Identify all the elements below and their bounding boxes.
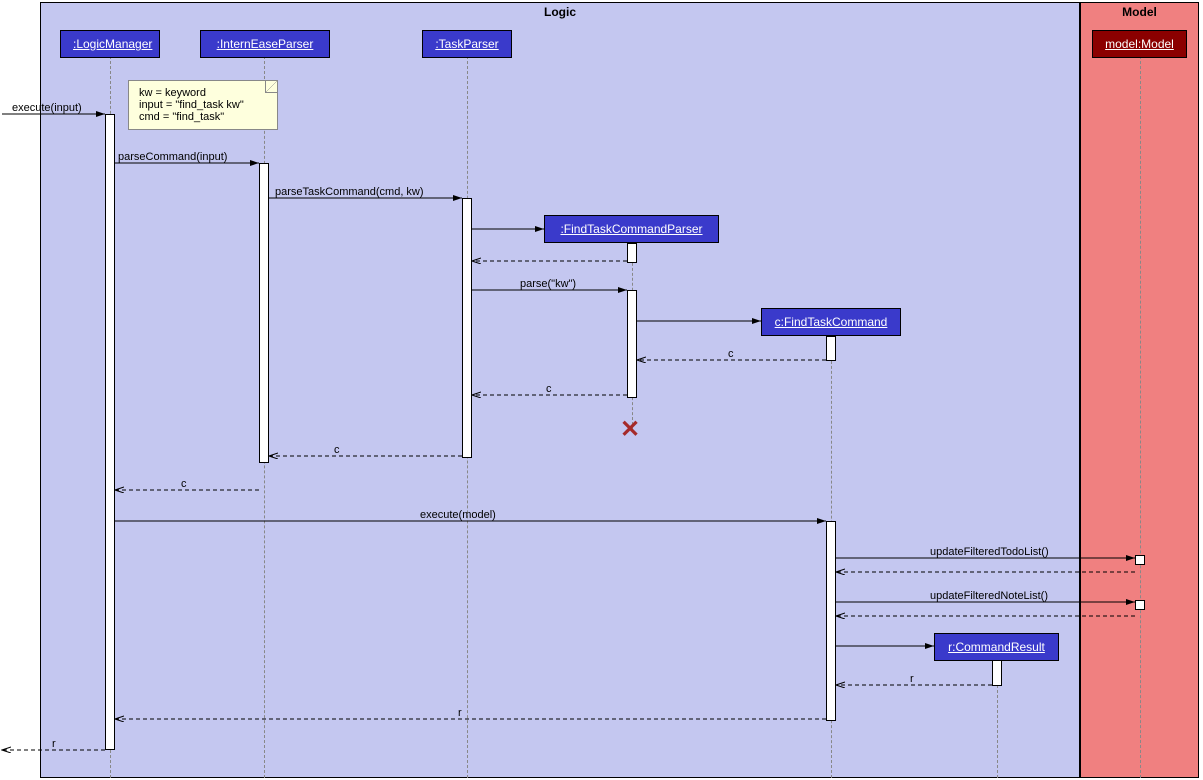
activation-bar — [826, 521, 836, 721]
message-label: parse("kw") — [520, 278, 576, 290]
activation-bar — [627, 290, 637, 398]
message-label: r — [458, 707, 462, 719]
participant-command-result: r:CommandResult — [934, 633, 1059, 661]
activation-bar — [1135, 600, 1145, 610]
participant-find-task-command: c:FindTaskCommand — [761, 308, 901, 336]
message-label: r — [910, 673, 914, 685]
note-line: kw = keyword — [139, 87, 267, 99]
frame-model-title: Model — [1114, 3, 1165, 21]
note-fold-icon — [265, 81, 277, 93]
message-label: c — [546, 383, 552, 395]
message-label: c — [181, 478, 187, 490]
note-line: cmd = "find_task" — [139, 111, 267, 123]
message-label: execute(model) — [420, 509, 496, 521]
note-box: kw = keyword input = "find_task kw" cmd … — [128, 80, 278, 130]
frame-logic-title: Logic — [536, 3, 584, 21]
message-label: r — [52, 738, 56, 750]
participant-internease-parser: :InternEaseParser — [200, 30, 330, 58]
sequence-diagram: Logic Model kw = keyword input = "find_t… — [0, 0, 1203, 780]
activation-bar — [105, 114, 115, 750]
destroy-icon: ✕ — [620, 415, 640, 444]
message-label: execute(input) — [12, 102, 82, 114]
message-label: c — [728, 348, 734, 360]
message-label: updateFilteredTodoList() — [930, 546, 1049, 558]
participant-model: model:Model — [1092, 30, 1187, 58]
activation-bar — [259, 163, 269, 463]
activation-bar — [1135, 555, 1145, 565]
message-label: updateFilteredNoteList() — [930, 590, 1048, 602]
message-label: parseTaskCommand(cmd, kw) — [275, 186, 424, 198]
activation-bar — [826, 336, 836, 361]
activation-bar — [462, 198, 472, 458]
note-line: input = "find_task kw" — [139, 99, 267, 111]
lifeline — [1140, 56, 1141, 778]
participant-task-parser: :TaskParser — [422, 30, 512, 58]
activation-bar — [992, 660, 1002, 686]
participant-logic-manager: :LogicManager — [60, 30, 160, 58]
message-label: parseCommand(input) — [118, 151, 227, 163]
participant-find-task-command-parser: :FindTaskCommandParser — [544, 215, 719, 243]
message-label: c — [334, 444, 340, 456]
activation-bar — [627, 243, 637, 263]
